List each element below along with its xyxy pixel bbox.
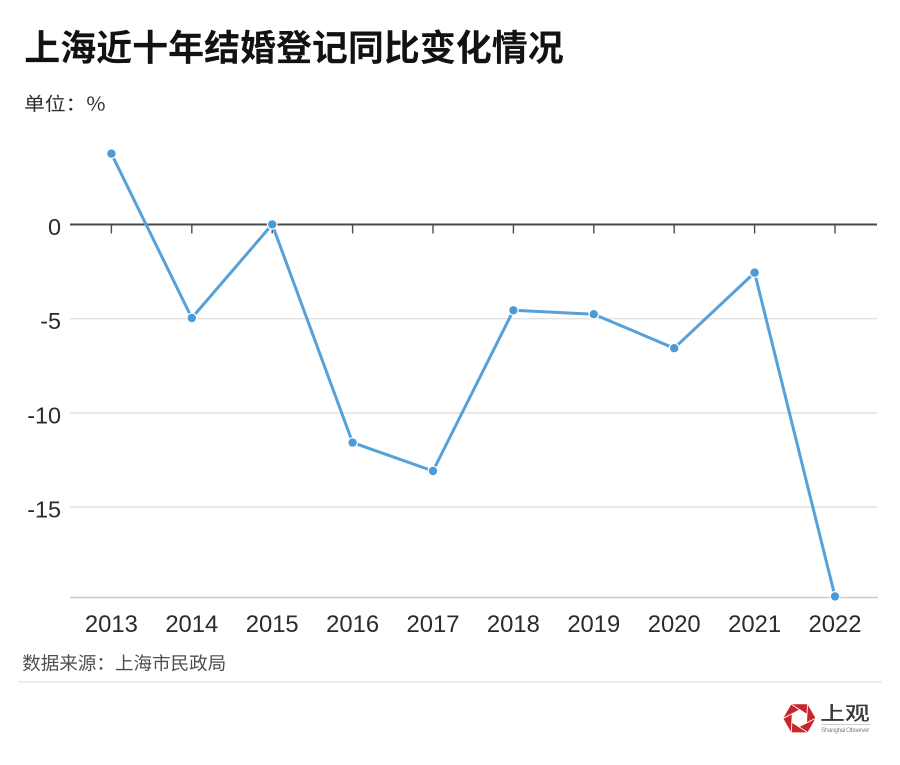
svg-text:0: 0 xyxy=(48,214,61,240)
svg-text:Shanghai Observer: Shanghai Observer xyxy=(821,727,870,734)
svg-text:-10: -10 xyxy=(27,403,61,429)
svg-text:2019: 2019 xyxy=(567,611,620,638)
svg-text:-15: -15 xyxy=(27,497,61,523)
svg-text:2014: 2014 xyxy=(165,611,218,638)
svg-text:2020: 2020 xyxy=(648,611,701,638)
svg-text:2013: 2013 xyxy=(85,611,138,638)
svg-text:2016: 2016 xyxy=(326,611,379,638)
svg-text:2022: 2022 xyxy=(809,611,862,638)
svg-text:2015: 2015 xyxy=(246,611,299,638)
svg-text:2017: 2017 xyxy=(407,611,460,638)
svg-text:2021: 2021 xyxy=(728,611,781,638)
svg-text:2018: 2018 xyxy=(487,611,540,638)
svg-text:-5: -5 xyxy=(40,308,61,334)
